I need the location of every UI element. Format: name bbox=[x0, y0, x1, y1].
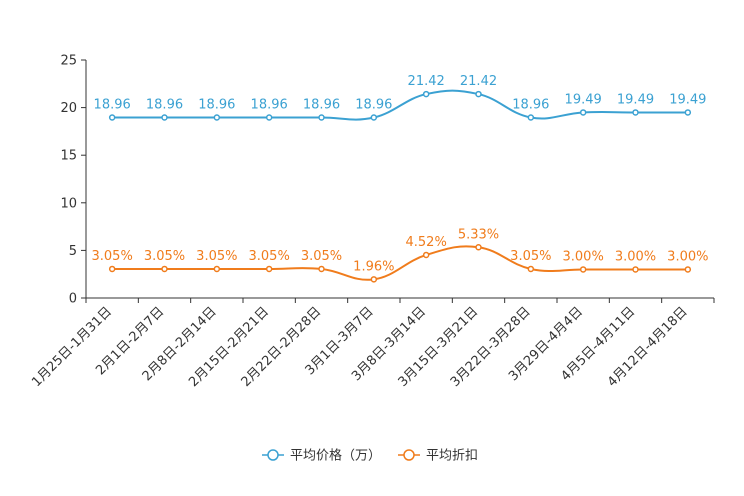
data-point bbox=[684, 266, 692, 273]
data-point bbox=[265, 265, 273, 273]
data-label: 21.42 bbox=[408, 74, 445, 89]
data-point bbox=[370, 114, 378, 121]
legend-label: 平均价格（万） bbox=[290, 448, 381, 464]
data-point bbox=[527, 265, 535, 273]
data-label: 19.49 bbox=[565, 92, 602, 107]
data-point bbox=[632, 109, 639, 116]
data-point bbox=[475, 90, 482, 98]
data-label: 19.49 bbox=[617, 92, 654, 107]
data-point bbox=[108, 114, 116, 121]
y-tick-label: 20 bbox=[60, 101, 77, 116]
data-point bbox=[579, 109, 587, 116]
data-label: 5.33% bbox=[458, 227, 499, 242]
y-tick-label: 0 bbox=[69, 292, 77, 307]
data-label: 18.96 bbox=[355, 98, 392, 113]
series-line-1 bbox=[112, 89, 688, 121]
legend-item-1: 平均价格（万） bbox=[262, 448, 381, 464]
data-point bbox=[422, 90, 430, 98]
data-point bbox=[108, 265, 116, 273]
legend-label: 平均折扣 bbox=[426, 449, 478, 464]
data-point bbox=[161, 114, 168, 121]
x-axis: 1月25日-1月31日2月1日-2月7日2月8日-2月14日2月15日-2月21… bbox=[29, 297, 715, 390]
data-point bbox=[318, 114, 325, 121]
data-label: 1.96% bbox=[353, 259, 394, 274]
data-label: 18.96 bbox=[251, 98, 288, 113]
legend: 平均价格（万） 平均折扣 bbox=[262, 448, 478, 464]
data-point bbox=[213, 114, 221, 121]
data-point bbox=[579, 266, 587, 273]
data-point bbox=[422, 251, 430, 259]
data-label: 3.05% bbox=[510, 249, 551, 264]
data-point bbox=[370, 276, 378, 283]
data-label: 3.00% bbox=[667, 249, 708, 264]
data-label: 4.52% bbox=[406, 235, 447, 250]
data-label: 18.96 bbox=[198, 98, 235, 113]
series-line-2 bbox=[112, 245, 688, 281]
data-label: 18.96 bbox=[512, 98, 549, 113]
data-point bbox=[684, 109, 692, 116]
data-point bbox=[475, 244, 482, 251]
data-label: 3.05% bbox=[249, 249, 290, 264]
legend-item-2: 平均折扣 bbox=[398, 449, 478, 464]
legend-circle-icon bbox=[403, 449, 415, 461]
data-label: 3.05% bbox=[144, 249, 185, 264]
data-label: 3.05% bbox=[301, 249, 342, 264]
y-tick-label: 25 bbox=[60, 54, 77, 69]
y-tick-label: 10 bbox=[60, 196, 77, 211]
data-point bbox=[161, 265, 168, 273]
data-point bbox=[213, 265, 221, 273]
data-label: 3.00% bbox=[563, 249, 604, 264]
data-point bbox=[265, 114, 273, 121]
data-label: 3.05% bbox=[92, 249, 133, 264]
data-label: 3.05% bbox=[196, 249, 237, 264]
y-axis: 0 5 10 15 20 25 bbox=[60, 54, 87, 307]
data-label: 18.96 bbox=[303, 98, 340, 113]
data-point bbox=[632, 266, 639, 273]
data-point bbox=[318, 265, 325, 273]
y-tick-label: 15 bbox=[60, 149, 77, 164]
data-label-layer: 18.96 18.96 18.96 18.96 18.96 18.96 21.42 21.42… bbox=[92, 74, 709, 274]
data-label: 18.96 bbox=[94, 98, 131, 113]
data-label: 21.42 bbox=[460, 74, 497, 89]
data-label: 3.00% bbox=[615, 249, 656, 264]
data-label: 19.49 bbox=[669, 92, 706, 107]
legend-circle-icon bbox=[267, 449, 279, 461]
y-tick-label: 5 bbox=[69, 244, 77, 259]
series-layer bbox=[108, 89, 692, 283]
data-point bbox=[527, 114, 535, 121]
data-label: 18.96 bbox=[146, 98, 183, 113]
